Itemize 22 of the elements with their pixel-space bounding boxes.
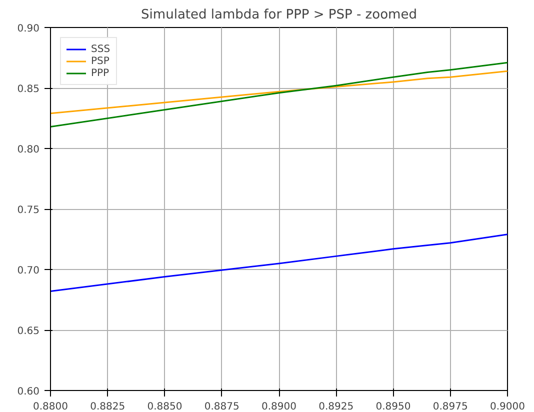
x-tick-label: 0.8800	[33, 402, 68, 412]
x-tick-label: 0.8900	[262, 402, 297, 412]
x-tick-label: 0.9000	[490, 402, 526, 412]
x-tick-label: 0.8975	[432, 402, 468, 412]
y-tick-label: 0.80	[17, 144, 40, 156]
line-series	[50, 70, 508, 114]
y-tick-label: 0.90	[17, 24, 40, 34]
line-series	[50, 234, 508, 292]
legend-label: SSS	[91, 44, 111, 54]
legend-label: PPP	[91, 68, 110, 78]
y-tick-label: 0.60	[17, 386, 40, 398]
y-tick-label: 0.85	[17, 84, 40, 95]
y-tick-label: 0.75	[17, 205, 40, 216]
x-tick-label: 0.8825	[90, 402, 126, 412]
legend-label: PSP	[91, 56, 110, 66]
y-tick-label: 0.65	[17, 326, 40, 337]
x-tick-label: 0.8950	[376, 402, 411, 412]
y-tick-label: 0.70	[17, 266, 40, 276]
x-tick-label: 0.8850	[147, 402, 182, 412]
x-tick-label: 0.8925	[318, 402, 354, 412]
x-tick-label: 0.8875	[204, 402, 240, 412]
chart-title: Simulated lambda for PPP > PSP - zoomed	[141, 8, 417, 22]
